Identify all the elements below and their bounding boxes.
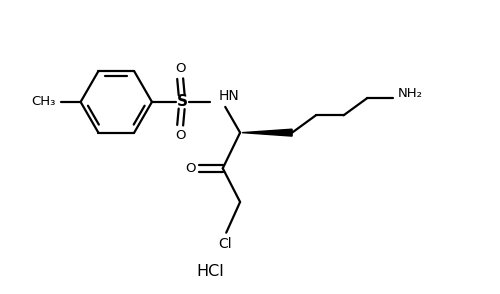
Text: O: O: [175, 128, 186, 142]
Text: S: S: [177, 94, 188, 109]
Text: O: O: [175, 62, 186, 75]
Text: CH₃: CH₃: [32, 96, 56, 108]
Text: HCl: HCl: [196, 264, 224, 279]
Polygon shape: [242, 129, 292, 136]
Text: NH₂: NH₂: [398, 86, 423, 99]
Text: O: O: [186, 162, 196, 175]
Text: Cl: Cl: [218, 237, 232, 250]
Text: HN: HN: [218, 89, 239, 103]
